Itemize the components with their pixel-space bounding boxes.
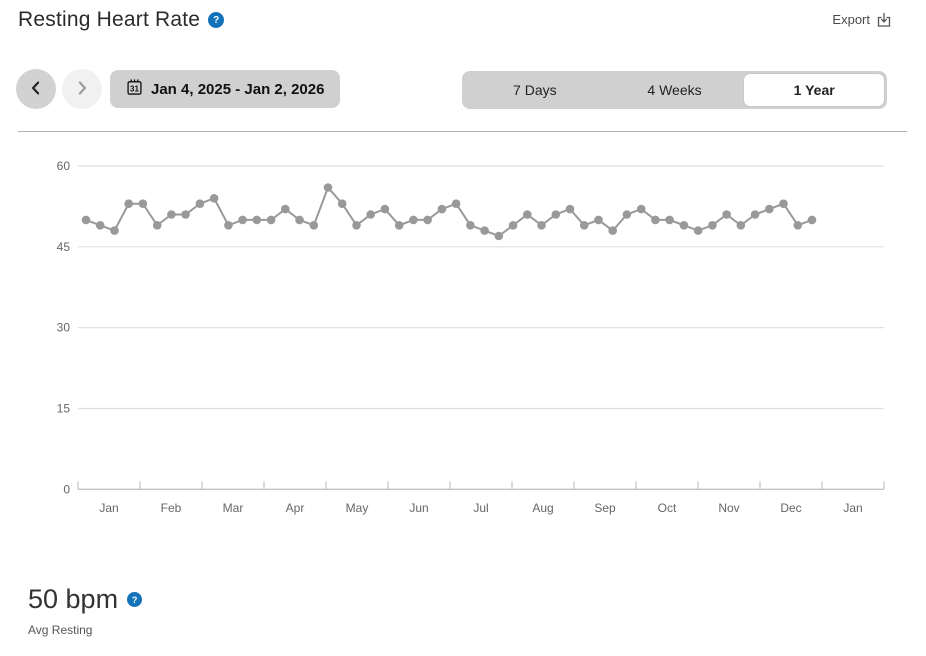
data-point[interactable] [380,204,390,214]
data-point[interactable] [736,221,746,230]
export-icon [876,11,892,28]
data-point[interactable] [779,199,788,208]
data-point[interactable] [238,215,247,225]
data-point[interactable] [722,210,731,219]
data-point[interactable] [138,199,148,208]
data-point[interactable] [480,226,489,235]
x-axis-month-label: Sep [594,501,616,515]
data-point[interactable] [423,215,432,225]
avg-resting-label: Avg Resting [28,623,93,637]
data-point[interactable] [281,204,290,214]
data-point[interactable] [394,221,404,230]
summary-stat: 50 bpm ? Avg Resting [28,584,143,637]
x-axis: Jan Feb Mar Apr May Jun Jul Aug Sep Oct Nov Dec Jan [77,481,885,515]
date-range-button[interactable]: 31 Jan 4, 2025 - Jan 2, 2026 [110,70,341,108]
data-point[interactable] [195,199,205,208]
y-axis-tick-label: 0 [63,482,70,496]
data-point[interactable] [337,199,347,208]
data-point[interactable] [95,221,105,230]
x-axis-month-label: Jan [99,501,118,515]
data-point[interactable] [708,221,717,230]
y-axis-tick-label: 60 [57,159,71,173]
toolbar-divider [18,131,907,132]
data-point[interactable] [807,215,817,225]
data-point[interactable] [437,204,447,214]
data-point[interactable] [679,221,689,230]
data-point[interactable] [295,215,304,225]
data-point[interactable] [224,221,233,230]
y-axis-tick-label: 45 [57,240,71,254]
x-axis-month-label: Mar [223,501,244,515]
data-point[interactable] [352,221,361,230]
data-point[interactable] [508,221,518,230]
data-point[interactable] [81,215,91,225]
y-axis-tick-label: 15 [57,401,71,415]
export-button-label: Export [832,12,870,27]
x-axis-month-label: Dec [780,501,801,515]
rhr-data-points[interactable] [81,183,817,241]
page-title: Resting Heart Rate [18,8,201,31]
data-point[interactable] [110,226,119,235]
x-axis-month-label: Apr [286,501,305,515]
data-point[interactable] [167,210,176,219]
svg-text:31: 31 [130,84,139,93]
date-range-label: Jan 4, 2025 - Jan 2, 2026 [151,80,325,98]
x-axis-month-label: Jan [843,501,862,515]
data-point[interactable] [323,183,333,192]
avg-resting-value: 50 bpm [28,584,119,614]
data-point[interactable] [451,199,461,208]
data-point[interactable] [594,215,603,225]
data-point[interactable] [693,226,703,235]
y-axis-tick-label: 30 [57,321,71,335]
next-period-button[interactable] [62,69,102,109]
rhr-series-line [85,185,813,238]
data-point[interactable] [608,226,617,235]
x-axis-month-label: Nov [718,501,739,515]
tab-7-days[interactable]: 7 Days [513,82,557,98]
data-point[interactable] [579,221,589,230]
calendar-icon: 31 [126,78,143,100]
export-button[interactable]: Export [832,11,892,28]
data-point[interactable] [523,210,532,219]
x-axis-month-label: Jun [409,501,428,515]
page-header: Resting Heart Rate ? [18,8,225,32]
period-tab-group: 7 Days 4 Weeks 1 Year [462,71,887,109]
x-axis-month-label: Aug [532,501,553,515]
data-point[interactable] [494,231,504,241]
data-point[interactable] [466,221,475,230]
data-point[interactable] [124,199,133,208]
data-point[interactable] [665,215,674,225]
tab-1-year[interactable]: 1 Year [744,74,885,106]
data-point[interactable] [750,210,760,219]
x-axis-month-label: Feb [161,501,182,515]
data-point[interactable] [765,204,774,214]
previous-period-button[interactable] [16,69,56,109]
data-point[interactable] [537,221,546,230]
data-point[interactable] [622,210,632,219]
data-point[interactable] [309,221,319,230]
x-axis-month-label: Oct [658,501,677,515]
data-point[interactable] [636,204,646,214]
help-icon[interactable]: ? [208,12,225,28]
chevron-left-icon [26,78,46,101]
data-point[interactable] [252,215,262,225]
y-gridlines: 0 15 30 45 60 [57,159,884,496]
summary-help-icon[interactable]: ? [127,592,143,607]
data-point[interactable] [181,210,190,219]
tab-4-weeks[interactable]: 4 Weeks [647,82,702,98]
x-axis-month-label: Jul [473,501,488,515]
data-point[interactable] [209,194,219,203]
data-point[interactable] [266,215,276,225]
x-axis-month-label: May [346,501,369,515]
data-point[interactable] [366,210,376,219]
data-point[interactable] [565,204,575,214]
data-point[interactable] [409,215,418,225]
data-point[interactable] [651,215,660,225]
chevron-right-icon [72,78,92,101]
data-point[interactable] [793,221,803,230]
data-point[interactable] [152,221,162,230]
data-point[interactable] [551,210,561,219]
